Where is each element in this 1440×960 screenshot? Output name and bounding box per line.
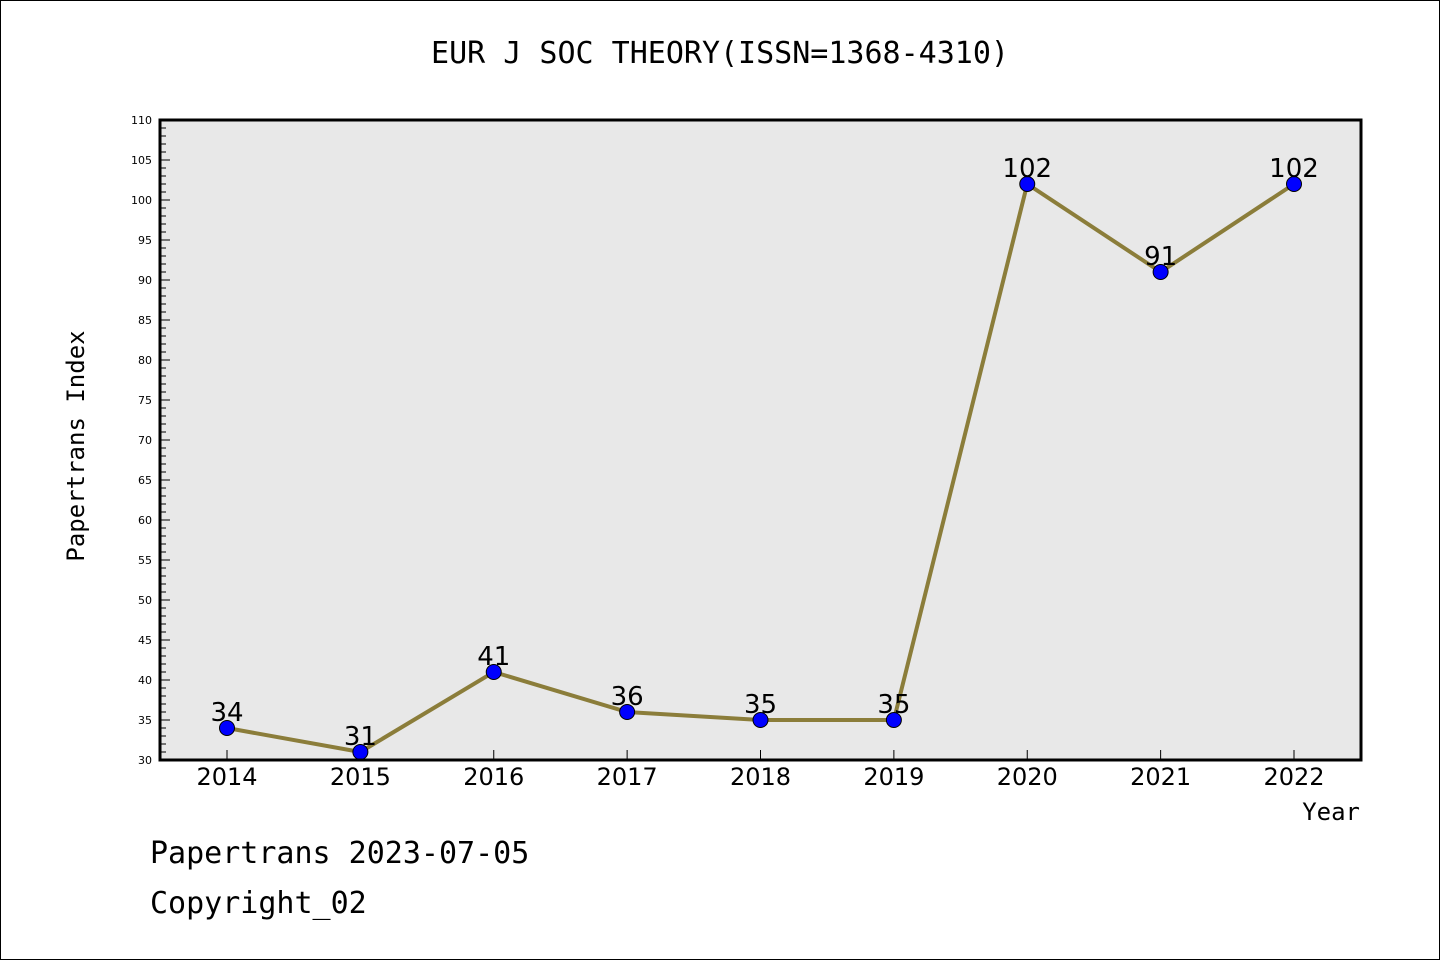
x-tick-label: 2016 [463, 763, 524, 791]
y-tick-label: 75 [138, 394, 152, 407]
x-tick-label: 2020 [997, 763, 1058, 791]
data-point-marker [1286, 176, 1302, 192]
y-tick-label: 95 [138, 234, 152, 247]
y-axis-title: Papertrans Index [62, 330, 90, 561]
data-point-marker [619, 704, 636, 720]
x-tick-label: 2015 [330, 763, 391, 791]
y-tick-label: 40 [138, 674, 152, 687]
y-tick-label: 70 [138, 434, 152, 447]
data-point-marker [752, 712, 769, 728]
data-points [219, 176, 1302, 760]
data-point-marker [1019, 176, 1036, 192]
x-axis-ticks: 2014 2015 2016 2017 2018 2019 2020 2021 2022 [196, 750, 1325, 791]
x-tick-label: 2018 [730, 763, 791, 791]
plot-area [160, 120, 1361, 760]
data-value-label: 31 [344, 722, 377, 752]
plot-border [158, 118, 1363, 762]
data-value-label: 102 [1269, 154, 1319, 184]
data-value-label: 35 [744, 690, 777, 720]
y-tick-label: 105 [131, 154, 152, 167]
footer-copyright-line: Copyright_02 [150, 886, 367, 921]
y-tick-label: 35 [138, 714, 152, 727]
y-tick-label: 100 [131, 194, 152, 207]
x-axis-title: Year [1302, 798, 1360, 826]
data-value-label: 36 [611, 682, 644, 712]
chart-title: EUR J SOC THEORY(ISSN=1368-4310) [431, 36, 1009, 71]
data-point-marker [1152, 264, 1169, 280]
x-tick-label: 2021 [1130, 763, 1191, 791]
footer-date-line: Papertrans 2023-07-05 [150, 836, 530, 871]
y-tick-label: 65 [138, 474, 152, 487]
y-tick-label: 80 [138, 354, 152, 367]
data-point-marker [885, 712, 902, 728]
y-tick-label: 90 [138, 274, 152, 287]
x-tick-label: 2017 [597, 763, 658, 791]
y-tick-label: 60 [138, 514, 152, 527]
data-value-label: 102 [1002, 154, 1052, 184]
x-tick-label: 2014 [196, 763, 257, 791]
data-value-label: 91 [1144, 242, 1177, 272]
y-tick-label: 30 [138, 754, 152, 767]
y-tick-label: 55 [138, 554, 152, 567]
data-value-label: 41 [477, 642, 510, 672]
y-tick-label: 85 [138, 314, 152, 327]
data-point-marker [485, 664, 502, 680]
y-tick-label: 50 [138, 594, 152, 607]
data-point-marker [219, 720, 235, 736]
x-tick-label: 2022 [1263, 763, 1324, 791]
data-value-label: 34 [210, 698, 243, 728]
y-tick-label: 110 [131, 114, 152, 127]
y-tick-label: 45 [138, 634, 152, 647]
data-labels: 34 31 41 36 35 35 102 91 102 [210, 154, 1318, 752]
data-value-label: 35 [877, 690, 910, 720]
x-tick-label: 2019 [863, 763, 924, 791]
